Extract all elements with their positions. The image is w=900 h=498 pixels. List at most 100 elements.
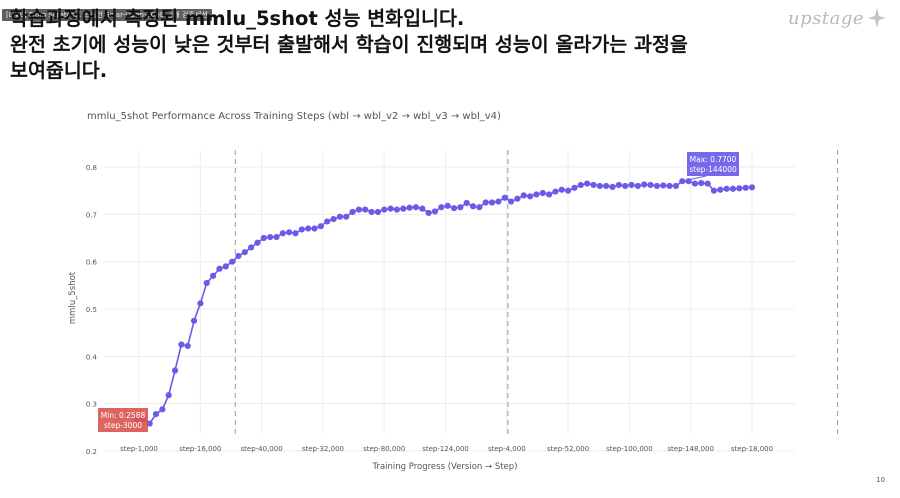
data-point <box>235 252 242 260</box>
y-axis-label: mmlu_5shot <box>68 271 78 324</box>
data-point <box>596 182 603 190</box>
data-point <box>368 208 375 216</box>
data-point <box>216 265 223 272</box>
data-point <box>279 230 286 237</box>
data-point <box>349 208 356 216</box>
data-point <box>438 204 445 211</box>
data-point <box>387 205 394 212</box>
data-point <box>748 184 756 191</box>
data-point <box>622 182 629 190</box>
data-point <box>634 182 641 190</box>
x-tick-label: step-1,000 <box>120 445 158 453</box>
data-point <box>355 206 363 213</box>
data-point <box>609 183 616 190</box>
x-tick-label: step-18,000 <box>731 445 773 453</box>
data-point <box>419 205 426 212</box>
y-axis-ticks: 0.2 0.3 0.4 0.5 0.6 0.7 0.8 <box>86 164 98 456</box>
data-point <box>444 202 451 209</box>
data-point <box>178 341 185 348</box>
data-point <box>698 179 705 187</box>
data-point <box>615 181 622 189</box>
data-point <box>628 181 635 189</box>
data-point <box>729 185 737 192</box>
y-tick-label: 0.6 <box>86 259 98 267</box>
slide-heading-line: 완전 초기에 성능이 낮은 것부터 출발해서 학습이 진행되며 성능이 올라가는… <box>10 33 688 56</box>
x-tick-label: step-40,000 <box>241 445 283 453</box>
data-point <box>406 204 413 211</box>
data-point <box>647 181 654 189</box>
data-point <box>229 258 236 265</box>
data-point <box>704 180 711 187</box>
data-point <box>203 279 210 287</box>
slide-heading: 학습과정에서 측정된 mmlu_5shot 성능 변화입니다. 완전 초기에 성… <box>10 6 770 84</box>
x-tick-label: step-16,000 <box>179 445 221 453</box>
data-point <box>641 181 648 188</box>
x-tick-label: step-100,000 <box>606 445 653 453</box>
data-point <box>343 213 350 220</box>
data-point <box>393 206 401 213</box>
x-tick-label: step-148,000 <box>667 445 714 453</box>
data-point <box>691 180 699 187</box>
x-tick-label: step-4,000 <box>488 445 526 453</box>
data-point <box>565 187 572 194</box>
data-point <box>209 272 217 279</box>
max-annotation-arrow <box>682 175 707 182</box>
logo-text: upstage <box>788 8 864 29</box>
data-point <box>533 191 540 198</box>
data-point <box>248 244 255 251</box>
data-point <box>723 185 730 192</box>
data-point <box>165 392 172 399</box>
data-point <box>431 208 439 215</box>
series-points <box>133 178 756 427</box>
slide-heading-line: 학습과정에서 측정된 mmlu_5shot 성능 변화입니다. <box>10 7 465 30</box>
data-point <box>197 300 204 307</box>
data-point <box>672 182 680 190</box>
data-point <box>159 406 166 413</box>
data-point <box>324 218 331 225</box>
data-point <box>400 205 407 212</box>
x-tick-label: step-80,000 <box>363 445 405 453</box>
data-point <box>463 199 470 207</box>
x-tick-label: step-124,000 <box>422 445 469 453</box>
data-point <box>311 225 318 232</box>
version-boundaries <box>234 150 839 434</box>
y-tick-label: 0.4 <box>86 353 98 361</box>
data-point <box>501 194 508 201</box>
data-point <box>362 206 369 213</box>
data-point <box>482 199 489 206</box>
data-point <box>152 410 160 418</box>
sparkle-icon <box>868 8 886 28</box>
min-annotation-value: Min: 0.2588 <box>101 411 146 420</box>
max-annotation-value: Max: 0.7700 <box>690 155 737 164</box>
y-tick-label: 0.3 <box>86 401 97 409</box>
y-tick-label: 0.2 <box>86 448 97 456</box>
data-point <box>267 233 274 241</box>
max-annotation-box <box>687 152 739 176</box>
data-point <box>374 208 382 216</box>
min-annotation-step: step-3000 <box>104 421 142 430</box>
min-annotation-box <box>98 408 148 432</box>
data-point <box>653 182 660 190</box>
data-point <box>298 226 305 233</box>
data-point <box>330 215 337 223</box>
data-point <box>603 182 610 190</box>
data-point <box>190 317 198 324</box>
data-point <box>742 184 749 191</box>
data-point <box>273 233 280 241</box>
slide-heading-line: 보여줍니다. <box>10 59 108 82</box>
data-point <box>520 192 527 199</box>
data-point <box>254 239 261 246</box>
data-point <box>710 187 718 194</box>
data-point <box>241 249 248 256</box>
x-axis-ticks: step-1,000 step-16,000 step-40,000 step-32,… <box>120 445 773 453</box>
data-point <box>552 188 559 195</box>
data-point <box>495 198 502 205</box>
y-tick-label: 0.8 <box>86 164 97 172</box>
data-point <box>222 263 229 270</box>
data-point <box>412 204 420 211</box>
chart-grid <box>104 150 795 452</box>
x-tick-label: step-52,000 <box>547 445 589 453</box>
data-point <box>584 180 591 187</box>
chart-title: mmlu_5shot Performance Across Training S… <box>87 111 501 122</box>
data-point <box>317 223 324 230</box>
